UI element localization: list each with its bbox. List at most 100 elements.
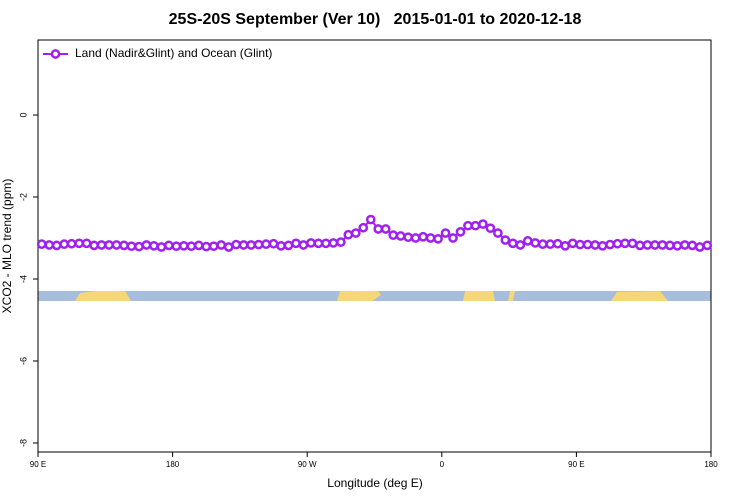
point [388,230,399,240]
point [485,223,496,234]
y-tick-label: -4 [18,275,28,283]
point [410,233,421,243]
land [75,291,131,301]
point [89,240,99,251]
point [104,240,114,250]
point [627,238,638,249]
point [552,238,563,249]
point [321,238,331,249]
point [395,231,406,241]
point [672,240,683,251]
y-tick-label: -6 [18,357,28,365]
point [44,240,55,250]
point [268,238,279,249]
point [665,240,675,251]
point [545,239,556,250]
point [111,240,122,250]
y-axis-label: XCO2 - MLO trend (ppm) [0,179,14,314]
point [493,228,503,238]
point [425,233,436,243]
point [455,227,466,237]
x-tick-label: 0 [440,460,445,469]
point [650,240,660,250]
point [253,239,264,250]
point [208,241,219,252]
point [238,240,249,250]
point [81,238,92,249]
point [178,240,189,251]
point [36,239,47,250]
point [156,242,167,252]
point [702,240,713,251]
point [119,240,129,251]
land [611,291,668,301]
point [507,238,518,249]
point [276,240,286,251]
point [478,219,488,229]
point [635,240,645,251]
point [500,235,511,245]
point [694,242,705,252]
legend-marker [50,49,61,59]
point [440,228,451,238]
land [463,291,495,301]
point [448,233,458,243]
point [582,239,593,250]
point [373,224,384,234]
point [350,228,361,238]
point [597,240,608,251]
point [470,220,481,231]
point [642,240,653,250]
point [298,240,309,250]
point [171,241,182,252]
land [508,291,515,301]
point [403,232,413,243]
point [246,240,256,250]
x-tick-label: 180 [704,460,718,469]
point [231,239,242,250]
x-tick-label: 90 W [298,460,317,469]
point [365,214,376,225]
point [164,240,174,251]
point [96,240,107,250]
x-tick-label: 180 [166,460,180,469]
point [358,222,369,233]
y-tick-label: -2 [18,193,28,201]
point [537,239,548,250]
point [515,240,526,250]
point [620,238,630,249]
y-tick-label: -8 [18,439,28,447]
point [126,241,137,252]
point [223,242,234,252]
point [51,240,62,251]
point [186,241,197,252]
point [560,240,571,251]
point [679,240,690,250]
point [141,240,152,250]
point [134,241,144,252]
point [575,239,585,250]
point [530,238,541,248]
point [216,240,227,250]
point [380,224,391,234]
point [66,238,77,249]
point [418,231,428,242]
point [605,239,615,250]
point [261,239,271,250]
point [306,238,316,248]
point [612,238,623,249]
point [193,240,204,251]
point [522,236,533,246]
point [687,240,698,251]
map-strip [38,291,711,301]
point [74,238,84,249]
point [201,241,212,252]
y-tick-label: 0 [18,113,28,118]
point [59,239,70,250]
chart-title: 25S-20S September (Ver 10) 2015-01-01 to… [169,11,582,28]
x-tick-label: 90 E [30,460,46,469]
land [337,291,381,301]
point [291,238,301,249]
point [343,229,354,240]
